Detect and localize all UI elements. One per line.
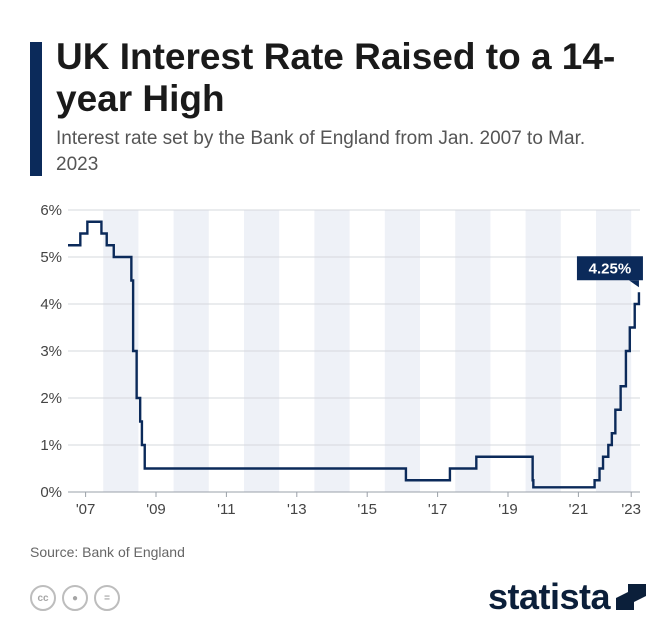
x-tick-label: '21 <box>569 501 589 518</box>
annotation-label: 4.25% <box>589 260 632 277</box>
x-tick-label: '19 <box>498 501 518 518</box>
source-note: Source: Bank of England <box>30 544 185 560</box>
chart-subtitle: Interest rate set by the Bank of England… <box>56 128 586 175</box>
interest-rate-chart: 0% 1% 2% 3% 4% 5% 6% '07 '09 '11 '13 '15 '17 '19 '21 '2… <box>40 202 643 518</box>
annotation-pointer <box>628 280 639 288</box>
x-tick-label: '11 <box>217 501 235 518</box>
x-tick-label: '17 <box>428 501 448 518</box>
attribution-icon: ● <box>62 585 88 611</box>
license-icons: cc ● = <box>30 585 120 611</box>
x-tick-label: '07 <box>76 501 96 518</box>
y-tick-label: 5% <box>40 249 62 266</box>
x-tick-label: '09 <box>146 501 166 518</box>
y-tick-label: 2% <box>40 390 62 407</box>
brand-name: statista <box>488 576 611 617</box>
y-tick-label: 3% <box>40 343 62 360</box>
title-accent-bar <box>30 42 42 176</box>
x-tick-label: '23 <box>621 501 641 518</box>
annotation-box <box>576 256 643 281</box>
no-derivatives-icon: = <box>94 585 120 611</box>
statista-logo-icon <box>616 584 647 610</box>
y-tick-label: 4% <box>40 296 62 313</box>
chart-title: UK Interest Rate Raised to a 14-year Hig… <box>56 36 616 119</box>
cc-icon: cc <box>30 585 56 611</box>
y-tick-label: 1% <box>40 437 62 454</box>
y-tick-label: 0% <box>40 484 62 501</box>
x-tick-label: '15 <box>357 501 377 518</box>
rate-series-line <box>68 220 641 489</box>
statista-brand: statista <box>488 576 647 618</box>
y-tick-label: 6% <box>40 202 62 219</box>
x-tick-label: '13 <box>287 501 307 518</box>
